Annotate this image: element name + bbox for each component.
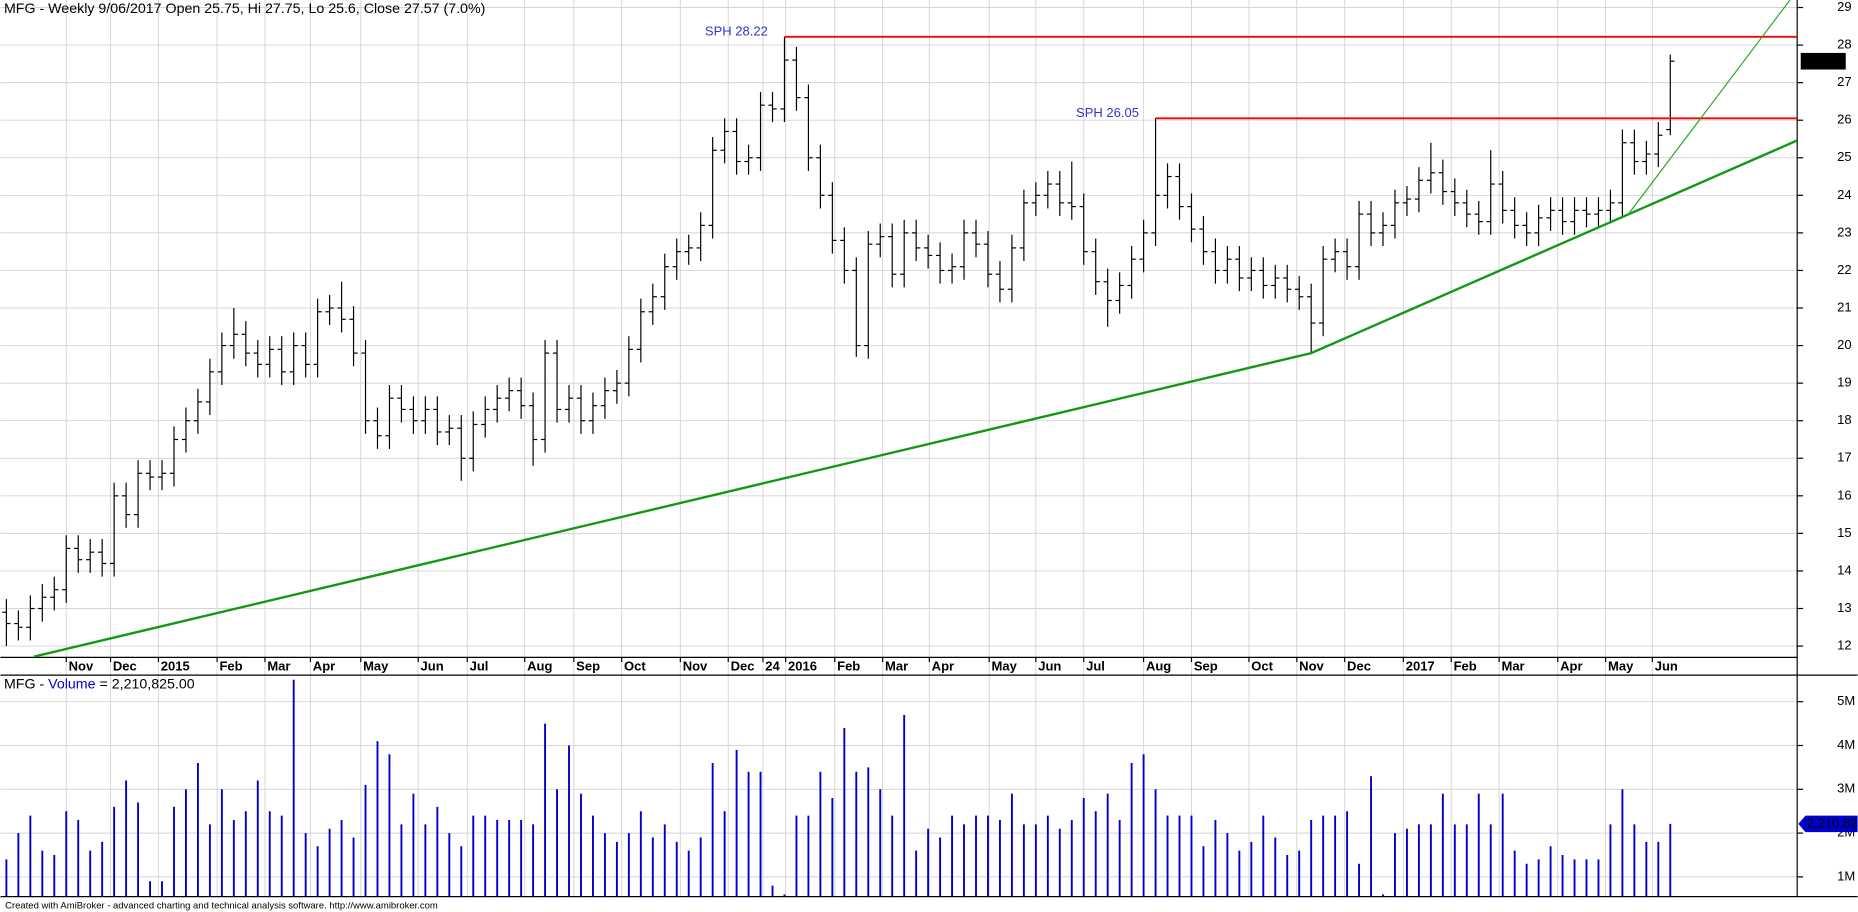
x-tick-label: Apr (1560, 658, 1582, 673)
x-tick-label: Jun (1655, 658, 1678, 673)
y-tick-label: 21 (1837, 299, 1851, 314)
x-tick-label: Nov (683, 658, 708, 673)
y-tick-label: 17 (1837, 450, 1851, 465)
y-tick-label: 13 (1837, 600, 1851, 615)
x-tick-label: May (1608, 658, 1634, 673)
volume-name: Volume (48, 676, 95, 692)
last-price-label: 27.57 (1807, 53, 1840, 68)
y-tick-label: 29 (1837, 0, 1851, 14)
x-tick-label: 2017 (1406, 658, 1435, 673)
x-tick-label: 2016 (788, 658, 817, 673)
x-tick-label: Mar (885, 658, 908, 673)
x-tick-label: 2015 (161, 658, 190, 673)
level-label: SPH 26.05 (1076, 105, 1139, 120)
trend-line (33, 139, 1798, 658)
x-tick-label: Nov (69, 658, 94, 673)
volume-readout: = 2,210,825.00 (99, 676, 194, 692)
y-tick-label: 27 (1837, 74, 1851, 89)
y-tick-label: 25 (1837, 149, 1851, 164)
x-tick-label: Oct (1251, 658, 1273, 673)
trend-line (1627, 0, 1791, 215)
x-tick-label: Jun (421, 658, 444, 673)
last-price-box (1800, 52, 1846, 70)
y-tick-label: 14 (1837, 562, 1851, 577)
x-tick-label: Jul (1086, 658, 1105, 673)
y-tick-label: 18 (1837, 412, 1851, 427)
x-tick-label: Feb (219, 658, 242, 673)
y-tick-label: 19 (1837, 375, 1851, 390)
y-tick-label: 23 (1837, 224, 1851, 239)
volume-y-tick-label: 3M (1837, 781, 1855, 796)
x-tick-label: Aug (1146, 658, 1171, 673)
y-tick-label: 15 (1837, 525, 1851, 540)
volume-y-tick-label: 4M (1837, 737, 1855, 752)
x-tick-label: Dec (113, 658, 137, 673)
x-tick-label: Nov (1299, 658, 1324, 673)
footer: Created with AmiBroker - advanced charti… (5, 901, 438, 912)
x-tick-label: Mar (267, 658, 290, 673)
chart-title: MFG - Weekly 9/06/2017 Open 25.75, Hi 27… (4, 1, 485, 17)
x-tick-label: Feb (837, 658, 860, 673)
y-tick-label: 16 (1837, 487, 1851, 502)
y-tick-label: 20 (1837, 337, 1851, 352)
x-tick-label: Apr (932, 658, 954, 673)
x-tick-label: Feb (1454, 658, 1477, 673)
level-label: SPH 28.22 (705, 24, 768, 39)
last-volume-label: 2,210,825 (1807, 815, 1858, 830)
x-tick-label: Mar (1501, 658, 1524, 673)
y-tick-label: 22 (1837, 262, 1851, 277)
x-tick-label: Aug (527, 658, 552, 673)
last-volume-box (1798, 815, 1858, 833)
volume-y-tick-label: 5M (1837, 693, 1855, 708)
x-tick-label: May (992, 658, 1018, 673)
x-tick-label: Jul (470, 658, 489, 673)
volume-title: MFG - Volume = 2,210,825.00 (4, 676, 195, 692)
x-tick-label: Sep (576, 658, 600, 673)
x-tick-label: Dec (1347, 658, 1371, 673)
volume-y-tick-label: 1M (1837, 868, 1855, 883)
x-tick-label: Oct (624, 658, 646, 673)
y-tick-label: 12 (1837, 638, 1851, 653)
y-tick-label: 26 (1837, 112, 1851, 127)
x-tick-label: May (363, 658, 389, 673)
y-tick-label: 28 (1837, 37, 1851, 52)
x-tick-label: Sep (1194, 658, 1218, 673)
x-tick-label: Apr (313, 658, 335, 673)
x-tick-label: Dec (731, 658, 755, 673)
x-tick-label: Jun (1038, 658, 1061, 673)
y-tick-label: 24 (1837, 187, 1851, 202)
volume-prefix: MFG - (4, 676, 45, 692)
x-tick-label: 24 (765, 658, 780, 673)
